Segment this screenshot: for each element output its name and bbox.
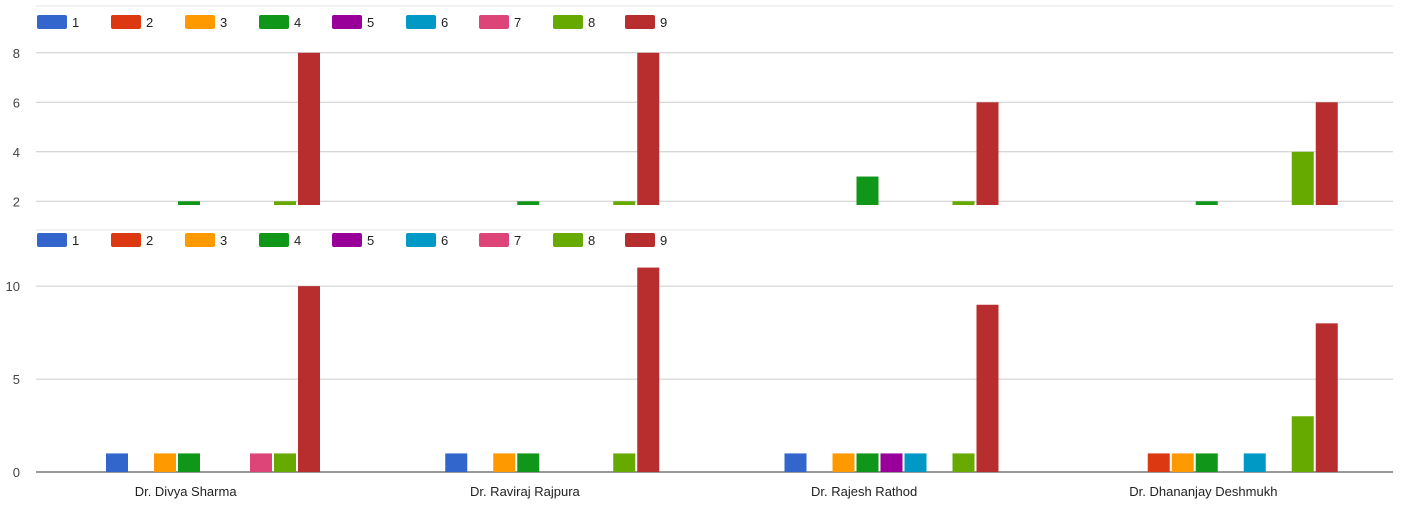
legend-label-4: 4 (294, 233, 301, 248)
legend-swatch-8 (553, 233, 583, 247)
legend-label-3: 3 (220, 233, 227, 248)
legend-label-8: 8 (588, 233, 595, 248)
bar-4-4 (1195, 453, 1218, 472)
bar-9-1 (298, 286, 320, 472)
legend-swatch-6 (406, 233, 436, 247)
bar-8-1 (274, 453, 296, 472)
legend-swatch-9 (625, 233, 655, 247)
category-label: Dr. Rajesh Rathod (811, 484, 917, 499)
legend-label-1: 1 (72, 15, 79, 30)
legend-label-4: 4 (294, 15, 301, 30)
bar-1-2 (445, 453, 468, 472)
legend-swatch-8 (553, 15, 583, 29)
bar-2-4 (1147, 453, 1170, 472)
bar-1-1 (106, 453, 128, 472)
legend-swatch-6 (406, 15, 436, 29)
legend-swatch-3 (185, 233, 215, 247)
y-tick-label: 5 (13, 372, 20, 387)
legend-label-2: 2 (146, 15, 153, 30)
bar-9-3 (976, 304, 999, 472)
y-tick-label: 4 (13, 145, 20, 160)
bar-9-1 (298, 52, 320, 206)
y-tick-label: 6 (13, 95, 20, 110)
bar-8-2 (613, 201, 636, 205)
legend-label-7: 7 (514, 15, 521, 30)
legend-swatch-5 (332, 15, 362, 29)
legend-label-6: 6 (441, 233, 448, 248)
legend-label-1: 1 (72, 233, 79, 248)
bar-9-4 (1315, 323, 1338, 472)
bar-1-3 (784, 453, 807, 472)
legend-swatch-7 (479, 15, 509, 29)
bar-9-3 (976, 102, 999, 205)
bar-6-3 (904, 453, 927, 472)
legend-swatch-4 (259, 233, 289, 247)
bar-4-3 (856, 453, 879, 472)
category-label: Dr. Divya Sharma (135, 484, 238, 499)
bar-8-3 (952, 201, 975, 205)
y-tick-label: 2 (13, 194, 20, 209)
bar-4-2 (517, 453, 540, 472)
bar-4-3 (856, 176, 879, 205)
legend-label-3: 3 (220, 15, 227, 30)
bar-8-3 (952, 453, 975, 472)
legend-swatch-2 (111, 233, 141, 247)
y-tick-label: 10 (6, 279, 20, 294)
legend-swatch-1 (37, 15, 67, 29)
bar-chart-2: 0 5 10 Dr. Divya Sharma Dr. Raviraj Rajpura D… (6, 229, 1393, 499)
bar-3-3 (832, 453, 855, 472)
bar-9-2 (637, 52, 660, 206)
bar-8-4 (1291, 151, 1314, 205)
legend-label-6: 6 (441, 15, 448, 30)
legend-swatch-4 (259, 15, 289, 29)
bar-3-2 (493, 453, 516, 472)
legend-swatch-7 (479, 233, 509, 247)
bar-3-1 (154, 453, 176, 472)
legend-swatch-3 (185, 15, 215, 29)
bar-8-4 (1291, 416, 1314, 472)
y-tick-label: 0 (13, 465, 20, 480)
legend-label-2: 2 (146, 233, 153, 248)
legend-label-9: 9 (660, 15, 667, 30)
category-label: Dr. Dhananjay Deshmukh (1129, 484, 1277, 499)
legend-label-5: 5 (367, 233, 374, 248)
bar-5-3 (880, 453, 903, 472)
bar-4-2 (517, 201, 540, 205)
legend-label-5: 5 (367, 15, 374, 30)
category-label: Dr. Raviraj Rajpura (470, 484, 581, 499)
legend-swatch-9 (625, 15, 655, 29)
bar-9-4 (1315, 102, 1338, 205)
bar-8-2 (613, 453, 636, 472)
bar-7-1 (250, 453, 272, 472)
bar-4-1 (178, 201, 200, 205)
legend-label-7: 7 (514, 233, 521, 248)
bar-8-1 (274, 201, 296, 205)
bar-3-4 (1171, 453, 1194, 472)
bar-4-4 (1195, 201, 1218, 205)
legend-swatch-5 (332, 233, 362, 247)
legend-swatch-2 (111, 15, 141, 29)
legend-label-9: 9 (660, 233, 667, 248)
bar-9-2 (637, 267, 660, 472)
bar-chart-1: 2 4 6 8 1 2 3 4 5 6 7 8 9 (13, 5, 1393, 209)
legend-swatch-1 (37, 233, 67, 247)
bar-4-1 (178, 453, 200, 472)
legend-label-8: 8 (588, 15, 595, 30)
y-tick-label: 8 (13, 46, 20, 61)
bar-6-4 (1243, 453, 1266, 472)
